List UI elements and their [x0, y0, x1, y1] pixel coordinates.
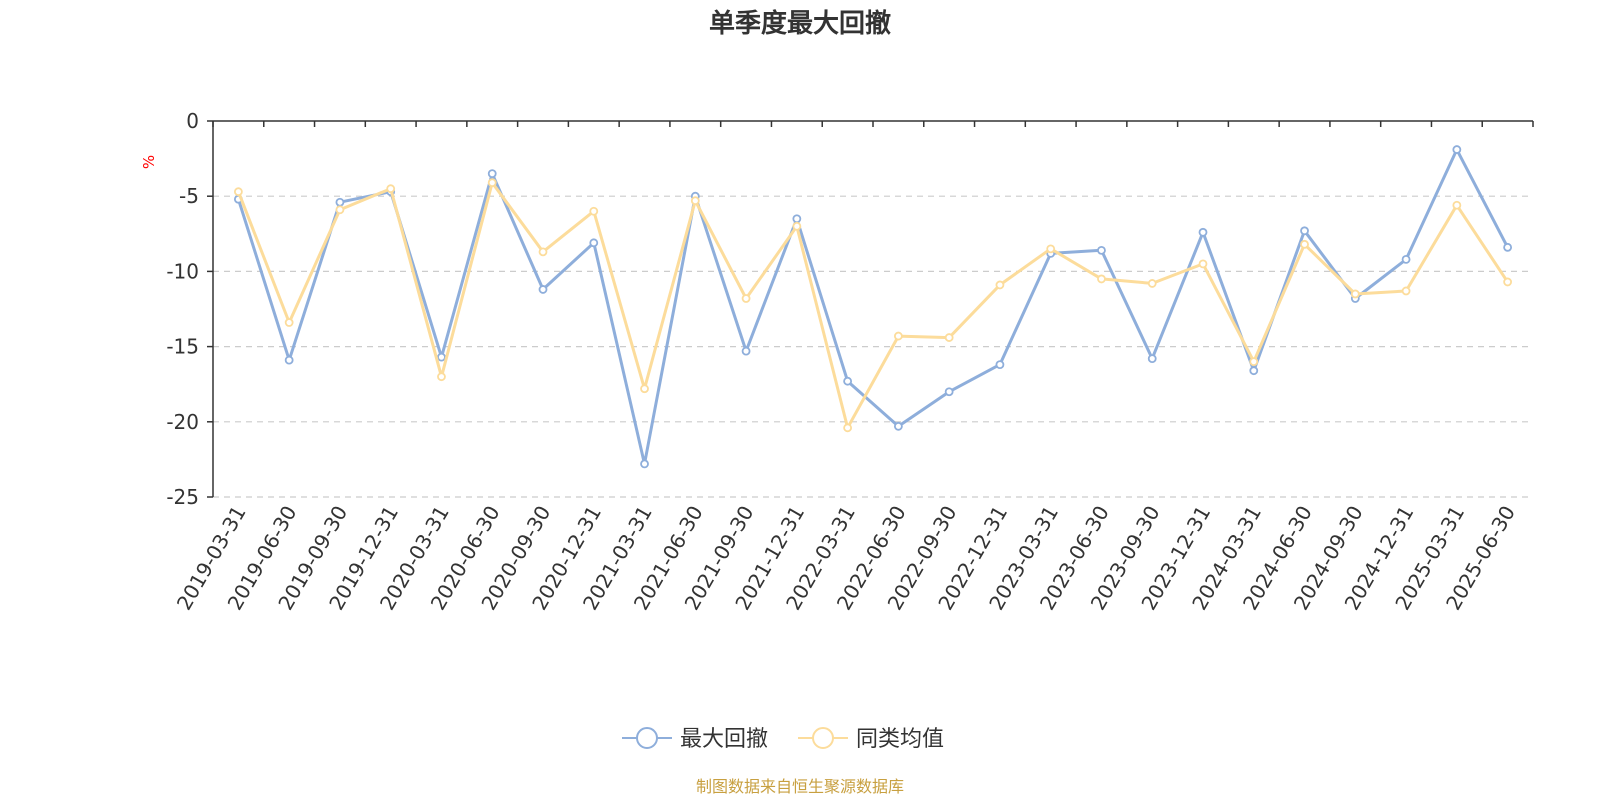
data-point	[1401, 286, 1411, 296]
y-tick-label: -25	[166, 485, 199, 509]
data-point	[944, 387, 954, 397]
y-tick-label: 0	[186, 109, 199, 133]
data-point	[284, 318, 294, 327]
data-point	[1300, 239, 1309, 249]
data-point	[640, 384, 649, 394]
axes: 0-5-10-15-20-252019-03-312019-06-302019-…	[166, 109, 1534, 614]
data-point	[893, 331, 903, 341]
chart-title: 单季度最大回撤	[709, 8, 891, 39]
data-point	[1147, 279, 1157, 288]
data-point	[792, 221, 802, 231]
legend-item-2[interactable]: 同类均值	[798, 727, 944, 752]
data-point	[1452, 145, 1462, 154]
data-point	[1198, 259, 1208, 269]
data-point	[1249, 366, 1259, 376]
data-point	[741, 346, 751, 356]
y-tick-label: -20	[166, 410, 199, 434]
data-point	[335, 197, 345, 207]
data-point	[487, 169, 497, 179]
data-point	[1401, 254, 1411, 264]
data-point	[843, 423, 853, 433]
data-point	[589, 238, 599, 248]
data-point	[944, 333, 954, 342]
data-point	[741, 294, 751, 303]
data-point	[1198, 227, 1208, 237]
data-point	[843, 376, 853, 386]
data-point	[995, 360, 1005, 370]
y-tick-label: -10	[166, 259, 199, 283]
data-point	[1097, 245, 1106, 255]
series-1	[233, 145, 1513, 469]
data-point	[487, 178, 497, 188]
series-2	[233, 178, 1513, 433]
data-point	[437, 352, 446, 362]
data-point	[1350, 289, 1360, 299]
y-tick-label: -5	[179, 184, 199, 208]
data-point	[690, 196, 700, 206]
data-point	[335, 205, 345, 215]
series-line	[237, 181, 1509, 430]
series-layer	[233, 145, 1513, 469]
data-point	[1503, 277, 1513, 287]
data-point	[1046, 244, 1056, 254]
data-point	[1300, 226, 1309, 236]
data-point	[995, 280, 1005, 290]
y-tick-label: -15	[166, 335, 199, 359]
legend[interactable]: 最大回撤 同类均值	[622, 727, 944, 752]
series-line	[236, 148, 1509, 466]
grid-layer	[213, 195, 1533, 498]
data-point	[437, 372, 446, 382]
data-point	[1147, 354, 1157, 364]
y-axis-unit-label: %	[140, 155, 158, 169]
data-point	[1249, 357, 1259, 367]
data-point	[893, 421, 903, 431]
data-point	[589, 206, 599, 216]
source-note: 制图数据来自恒生聚源数据库	[696, 777, 904, 796]
data-point	[792, 214, 802, 224]
data-point	[386, 184, 396, 194]
legend-marker	[812, 727, 834, 749]
data-point	[538, 247, 548, 257]
data-point	[233, 187, 243, 197]
data-point	[1452, 200, 1462, 210]
data-point	[1503, 242, 1513, 252]
data-point	[1097, 274, 1106, 284]
legend-label: 最大回撤	[680, 727, 768, 752]
legend-label: 同类均值	[856, 727, 944, 752]
legend-marker	[636, 727, 658, 749]
legend-item-1[interactable]: 最大回撤	[622, 727, 768, 752]
data-point	[284, 355, 294, 365]
data-point	[538, 285, 548, 294]
data-point	[640, 459, 649, 469]
